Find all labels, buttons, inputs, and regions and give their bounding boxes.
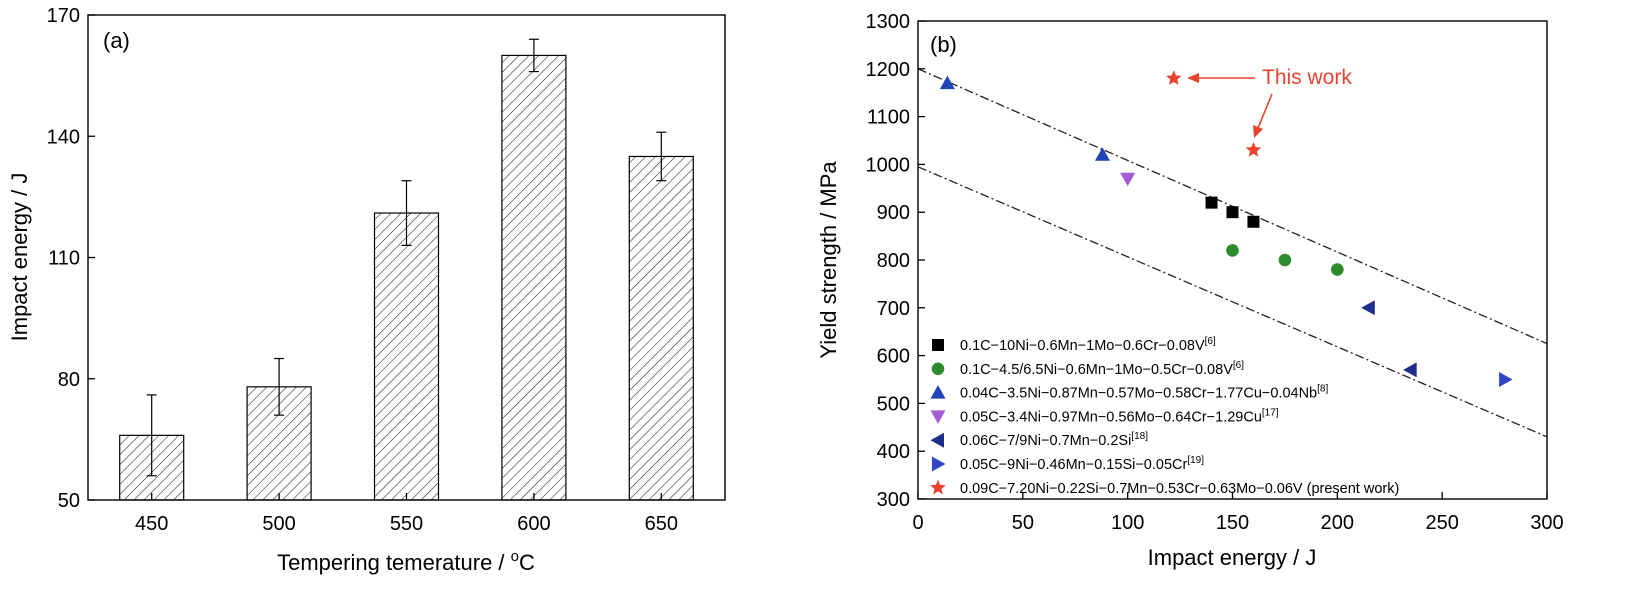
legend-marker-triangle-up [930, 385, 946, 399]
legend-label: 0.1C−10Ni−0.6Mn−1Mo−0.6Cr−0.08V[6] [960, 336, 1216, 354]
x-axis-b: 0 50 100 150 200 250 300 [912, 492, 1564, 534]
x-axis-title-b: Impact energy / J [1148, 545, 1317, 570]
x-tick-label: 250 [1425, 512, 1458, 534]
data-point-triangle-down [1120, 172, 1136, 187]
x-axis-title-a-degree: o [511, 548, 519, 565]
y-tick-label: 300 [877, 489, 910, 511]
data-point-square [1226, 206, 1239, 219]
data-point-triangle-left [1403, 362, 1417, 378]
bar [373, 212, 440, 501]
plot-frame-b [917, 20, 1548, 500]
data-point-star [1245, 142, 1262, 157]
chart-panel-b: 300 400 500 600 700 800 900 1000 1100 1200 1300 0 5… [816, 11, 1564, 570]
legend-marker-square [932, 339, 944, 351]
data-point-star [1166, 70, 1182, 85]
y-tick-label: 600 [877, 346, 910, 368]
x-tick-label: 500 [262, 513, 295, 535]
data-point-circle [1278, 253, 1292, 267]
x-axis-title-a: Tempering temerature / oC [277, 548, 535, 575]
annotation-arrow-down [1257, 93, 1273, 129]
x-tick-label: 600 [517, 513, 550, 535]
y-tick-label: 140 [47, 126, 80, 148]
y-axis-title-a: Impact energy / J [7, 173, 32, 342]
scatter-points [939, 70, 1513, 387]
y-tick-label: 500 [877, 393, 910, 415]
bars [119, 38, 694, 501]
legend-label-ref: [17] [1262, 407, 1279, 418]
y-tick-label: 80 [58, 369, 80, 391]
legend-label-ref: [19] [1187, 455, 1204, 466]
legend-marker-triangle-right [932, 456, 946, 472]
bar [628, 155, 694, 501]
legend-label-text: 0.09C−7.20Ni−0.22Si−0.7Mn−0.53Cr−0.63Mo−… [960, 481, 1399, 497]
legend-label: 0.04C−3.5Ni−0.87Mn−0.57Mo−0.58Cr−1.77Cu−… [960, 384, 1328, 402]
legend-label-ref: [6] [1233, 360, 1244, 371]
data-point-square [1247, 215, 1260, 228]
x-tick-label: 200 [1321, 512, 1354, 534]
y-tick-label: 1300 [866, 11, 911, 33]
y-tick-label: 1000 [866, 154, 911, 176]
data-point-circle [1226, 244, 1239, 257]
x-tick-label: 550 [390, 513, 423, 535]
legend-label-text: 0.04C−3.5Ni−0.87Mn−0.57Mo−0.58Cr−1.77Cu−… [960, 386, 1317, 402]
y-tick-label: 700 [877, 298, 910, 320]
y-axis-a: 50 80 110 140 170 [47, 5, 95, 512]
legend-marker-triangle-down [930, 410, 946, 424]
bar [501, 54, 567, 501]
legend-label-ref: [18] [1131, 431, 1148, 442]
x-axis-a: 450 500 550 600 650 [135, 493, 678, 535]
legend-label-text: 0.1C−4.5/6.5Ni−0.6Mn−1Mo−0.5Cr−0.08V [960, 362, 1233, 378]
x-tick-label: 450 [135, 513, 168, 535]
legend-label: 0.06C−7/9Ni−0.7Mn−0.2Si[18] [960, 431, 1148, 449]
x-tick-label: 100 [1111, 512, 1144, 534]
y-tick-label: 50 [58, 490, 80, 512]
data-point-triangle-left [1361, 300, 1375, 316]
legend-label-text: 0.05C−9Ni−0.46Mn−0.15Si−0.05Cr [960, 457, 1187, 473]
x-tick-label: 0 [912, 512, 923, 534]
y-tick-label: 800 [877, 250, 910, 272]
data-point-triangle-up [939, 75, 955, 90]
panel-label-a: (a) [103, 28, 130, 53]
trend-line [917, 166, 1548, 438]
y-axis-b: 300 400 500 600 700 800 900 1000 1100 1200 1300 [866, 11, 925, 511]
annotation-this-work: This work [1187, 66, 1352, 138]
x-axis-title-a-unit: C [519, 550, 535, 575]
chart-panel-a: 50 80 110 140 170 450 500 550 600 650 (a) Impact… [7, 5, 726, 575]
legend-label: 0.05C−3.4Ni−0.97Mn−0.56Mo−0.64Cr−1.29Cu[… [960, 407, 1279, 425]
legend-label-text: 0.1C−10Ni−0.6Mn−1Mo−0.6Cr−0.08V [960, 338, 1205, 354]
panel-label-b: (b) [930, 32, 957, 57]
annotation-text: This work [1262, 66, 1352, 89]
x-axis-title-a-text: Tempering temerature / [277, 550, 511, 575]
legend-marker-triangle-left [930, 432, 944, 448]
legend-label-text: 0.05C−3.4Ni−0.97Mn−0.56Mo−0.64Cr−1.29Cu [960, 409, 1262, 425]
legend: 0.1C−10Ni−0.6Mn−1Mo−0.6Cr−0.08V[6]0.1C−4… [930, 336, 1399, 497]
legend-label-text: 0.06C−7/9Ni−0.7Mn−0.2Si [960, 433, 1131, 449]
data-point-circle [1331, 263, 1344, 276]
legend-label-ref: [6] [1205, 336, 1216, 347]
y-tick-label: 110 [48, 248, 80, 270]
y-tick-label: 1100 [867, 107, 910, 129]
x-tick-label: 300 [1530, 512, 1563, 534]
legend-label-ref: [8] [1317, 384, 1328, 395]
annotation-arrowhead-down [1253, 125, 1263, 138]
annotation-arrowhead-left [1187, 73, 1199, 83]
data-point-square [1205, 196, 1218, 209]
x-tick-label: 650 [645, 513, 678, 535]
y-tick-label: 900 [877, 202, 910, 224]
legend-marker-circle [931, 362, 945, 376]
y-tick-label: 1200 [866, 59, 911, 81]
legend-label: 0.05C−9Ni−0.46Mn−0.15Si−0.05Cr[19] [960, 455, 1204, 473]
data-point-triangle-right [1499, 372, 1513, 387]
data-point-triangle-up [1095, 147, 1110, 161]
legend-marker-star [930, 479, 946, 495]
legend-label: 0.1C−4.5/6.5Ni−0.6Mn−1Mo−0.5Cr−0.08V[6] [960, 360, 1244, 378]
x-tick-label: 150 [1216, 512, 1249, 534]
x-tick-label: 50 [1012, 512, 1034, 534]
y-tick-label: 170 [47, 5, 80, 27]
legend-label: 0.09C−7.20Ni−0.22Si−0.7Mn−0.53Cr−0.63Mo−… [960, 481, 1399, 497]
y-tick-label: 400 [877, 441, 910, 463]
y-axis-title-b: Yield strength / MPa [816, 161, 841, 359]
